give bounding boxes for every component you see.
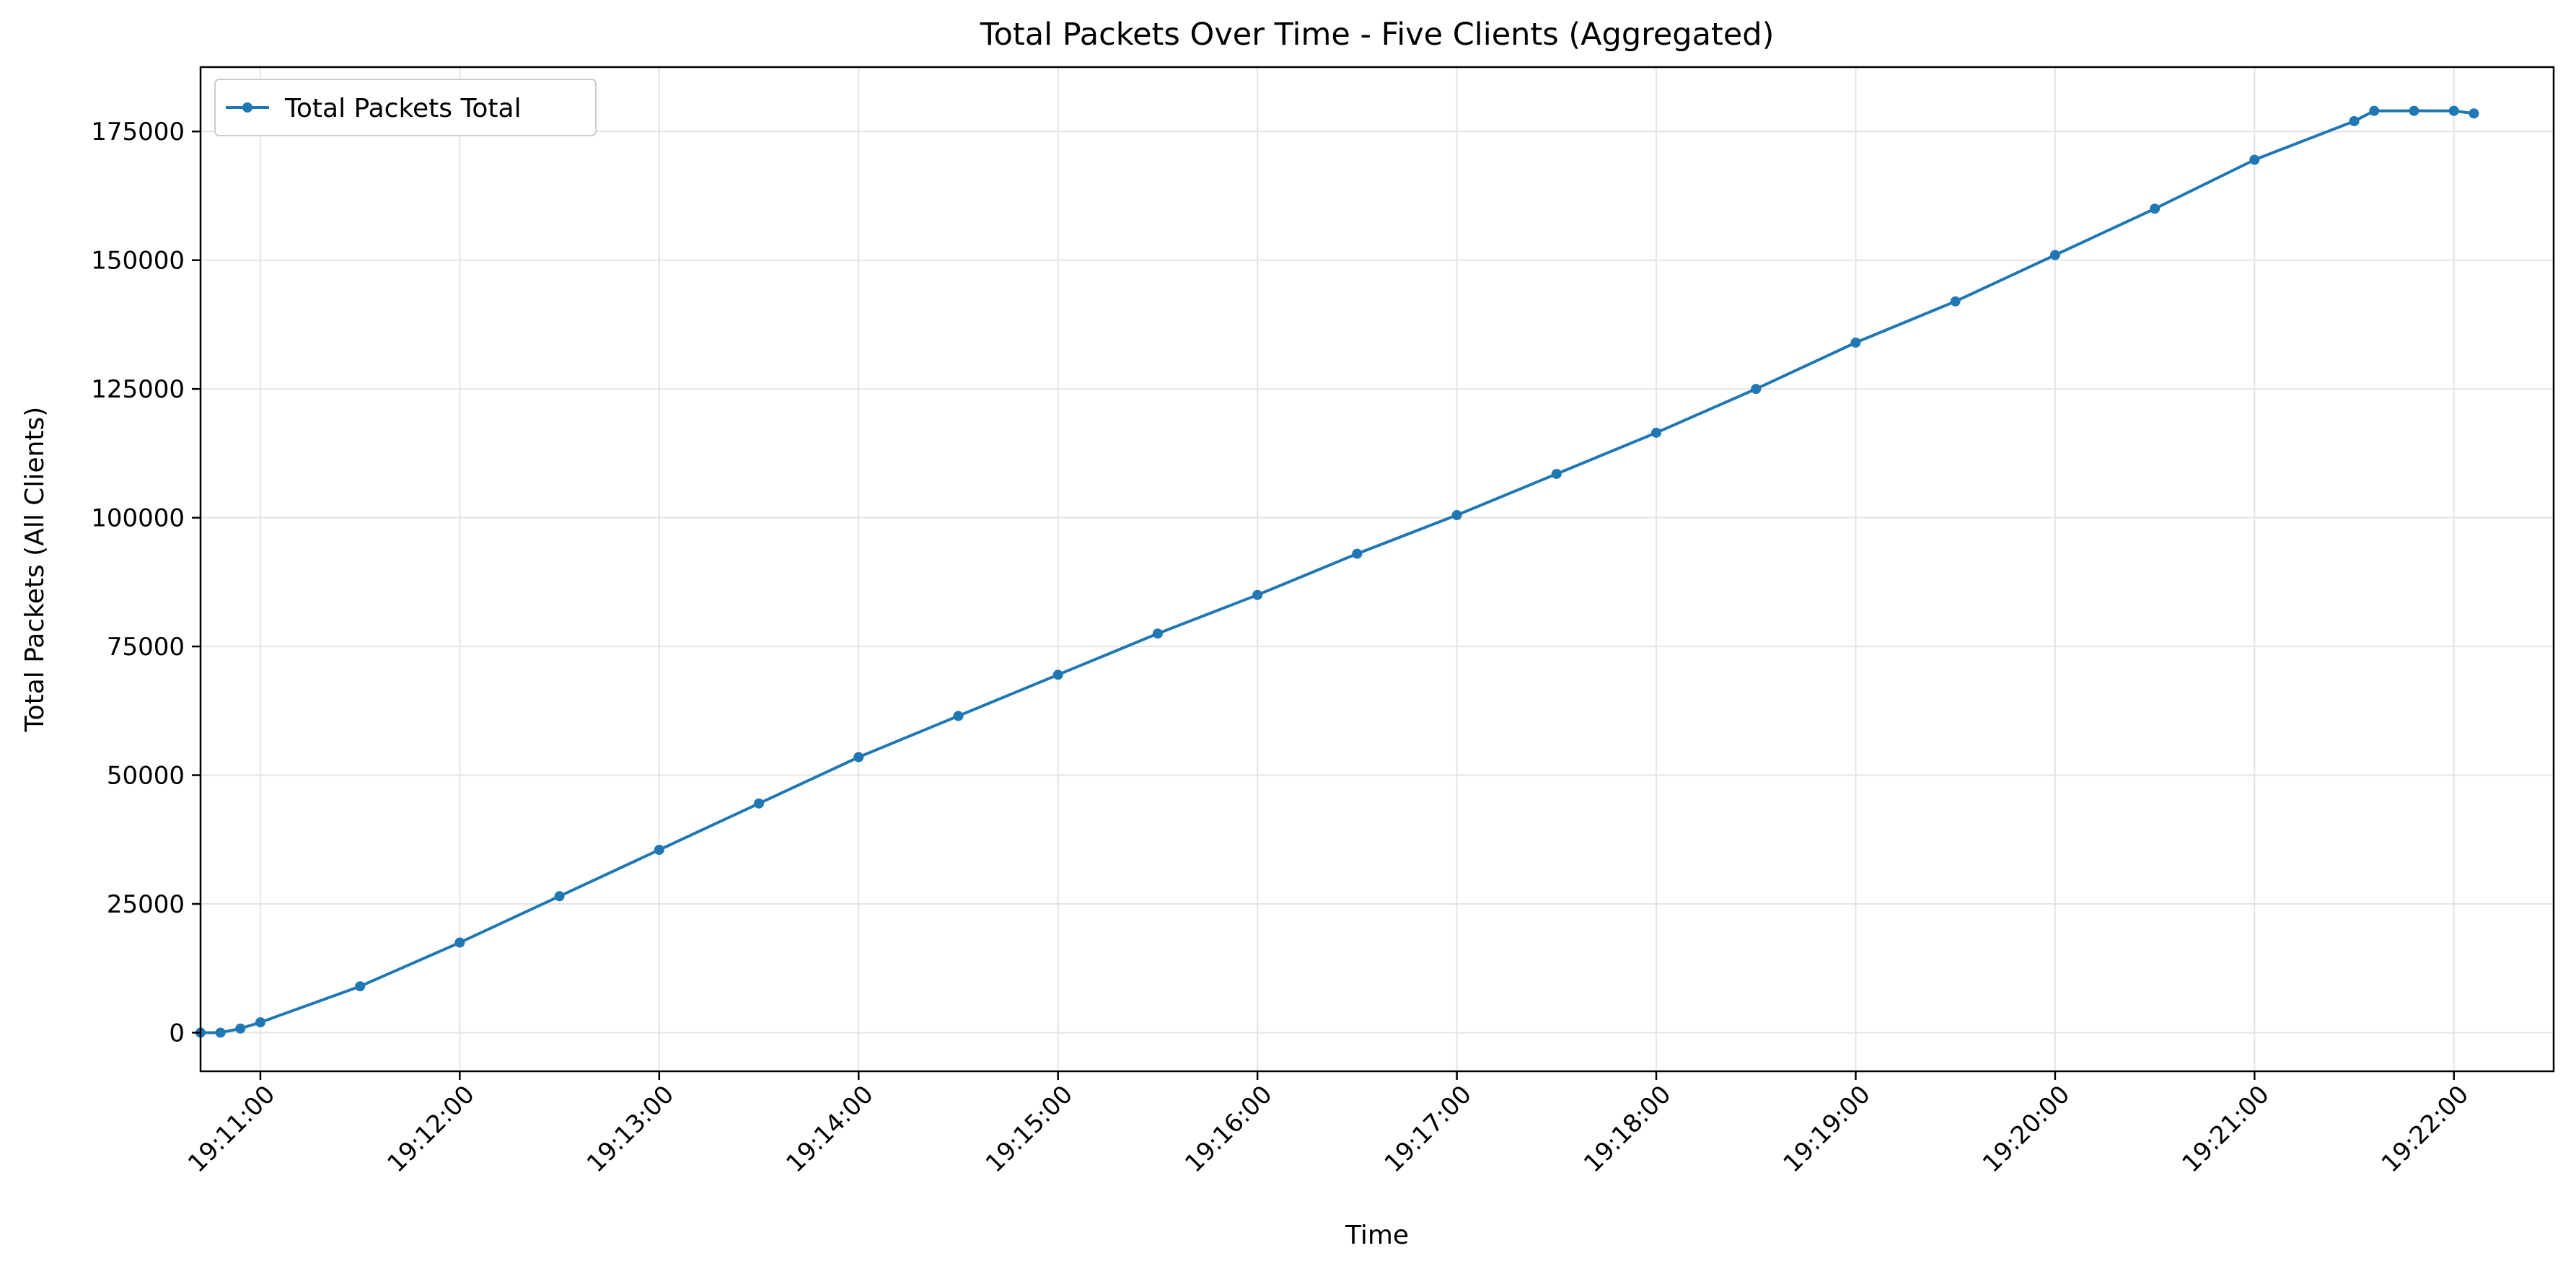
- x-tick-label: 19:20:00: [1977, 1080, 2075, 1178]
- x-tick-label: 19:16:00: [1179, 1080, 1278, 1178]
- y-tick-label: 100000: [91, 504, 185, 533]
- data-point: [454, 937, 465, 948]
- data-point: [255, 1017, 265, 1028]
- y-axis-label: Total Packets (All Clients): [20, 407, 50, 733]
- data-point: [953, 711, 964, 721]
- data-point: [2249, 154, 2260, 165]
- series-layer: [195, 105, 2479, 1038]
- legend-label: Total Packets Total: [284, 94, 522, 123]
- x-tick-label: 19:14:00: [781, 1080, 879, 1178]
- data-point: [554, 891, 565, 902]
- data-point: [1551, 468, 1562, 479]
- data-point: [355, 981, 366, 992]
- data-point: [1751, 384, 1762, 395]
- data-point: [1052, 669, 1063, 680]
- data-point: [654, 845, 664, 856]
- x-axis-label: Time: [1345, 1221, 1409, 1250]
- data-point: [1451, 510, 1462, 521]
- data-point: [2150, 203, 2160, 214]
- data-point: [754, 798, 765, 809]
- data-point: [853, 752, 864, 763]
- legend-marker: [242, 102, 252, 113]
- series-line: [201, 109, 2474, 1034]
- tick-layer: 19:11:00 19:12:00 19:13:00 19:14:00 19:15:00…: [91, 118, 2474, 1178]
- data-point: [2049, 250, 2060, 260]
- y-tick-label: 50000: [107, 762, 185, 791]
- y-tick-label: 25000: [107, 890, 185, 919]
- legend: Total Packets Total: [214, 79, 597, 136]
- x-tick-label: 19:18:00: [1578, 1080, 1676, 1178]
- data-point: [235, 1023, 246, 1034]
- x-tick-label: 19:21:00: [2176, 1080, 2274, 1178]
- data-point: [1352, 548, 1363, 559]
- x-tick-label: 19:12:00: [382, 1080, 480, 1178]
- data-point: [1152, 628, 1163, 639]
- data-point: [215, 1027, 226, 1038]
- x-tick-label: 19:17:00: [1379, 1080, 1477, 1178]
- data-point: [2349, 115, 2360, 126]
- x-tick-label: 19:22:00: [2376, 1080, 2474, 1178]
- data-point: [2469, 108, 2479, 119]
- data-point: [1850, 337, 1861, 348]
- y-tick-label: 0: [169, 1019, 185, 1047]
- data-point: [1950, 296, 1961, 307]
- chart-title: Total Packets Over Time - Five Clients (…: [980, 17, 1775, 53]
- x-tick-label: 19:11:00: [183, 1080, 281, 1178]
- plot-frame: [199, 66, 2555, 1073]
- y-tick-label: 75000: [107, 633, 185, 662]
- y-tick-label: 150000: [91, 247, 185, 276]
- y-tick-label: 175000: [91, 118, 185, 146]
- x-tick-label: 19:13:00: [581, 1080, 680, 1178]
- legend-box: [214, 79, 597, 136]
- data-point: [1252, 589, 1263, 600]
- y-tick-label: 125000: [91, 375, 185, 404]
- x-tick-label: 19:19:00: [1778, 1080, 1876, 1178]
- data-point: [2409, 105, 2419, 116]
- grid-layer: [201, 67, 2554, 1071]
- x-tick-label: 19:15:00: [980, 1080, 1078, 1178]
- data-point: [1651, 427, 1662, 438]
- data-point: [2369, 105, 2380, 116]
- data-point: [2448, 105, 2459, 116]
